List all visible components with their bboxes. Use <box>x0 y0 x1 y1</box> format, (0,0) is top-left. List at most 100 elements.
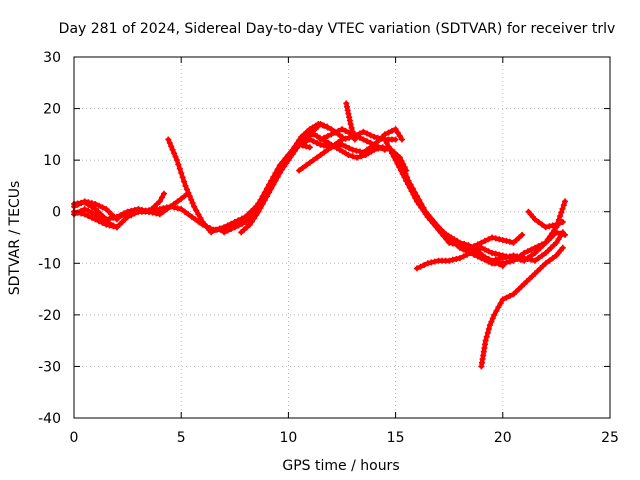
data-point <box>485 236 492 243</box>
data-point <box>484 329 491 336</box>
data-point <box>367 132 374 139</box>
data-point <box>283 155 290 162</box>
data-point <box>348 124 355 131</box>
data-point <box>506 238 513 245</box>
data-point <box>383 140 390 146</box>
data-point <box>306 144 313 151</box>
data-point <box>185 189 192 196</box>
data-point <box>358 153 365 160</box>
data-point <box>324 146 331 153</box>
data-point <box>364 138 370 145</box>
data-point <box>255 201 262 207</box>
data-point <box>324 133 331 140</box>
data-point <box>519 231 526 238</box>
data-point <box>546 257 553 264</box>
data-point <box>195 211 202 218</box>
data-point <box>176 165 183 172</box>
data-point <box>331 141 338 148</box>
data-point <box>524 255 531 262</box>
data-point <box>171 150 178 157</box>
data-point <box>349 128 356 135</box>
data-point <box>314 140 320 146</box>
data-point <box>224 227 231 234</box>
data-point <box>175 161 182 168</box>
data-point <box>385 143 392 150</box>
data-point <box>474 246 481 253</box>
series-track-21 <box>467 229 568 267</box>
data-point <box>549 222 556 229</box>
data-point <box>88 214 95 221</box>
data-point <box>346 145 353 152</box>
data-point <box>558 209 565 216</box>
data-point <box>315 121 322 127</box>
data-point <box>539 221 546 228</box>
data-point <box>446 257 453 264</box>
data-point <box>296 167 303 174</box>
data-point <box>428 215 435 222</box>
data-point <box>92 201 99 207</box>
data-point <box>394 129 401 136</box>
data-point <box>88 209 95 216</box>
data-point <box>421 262 428 268</box>
data-point <box>88 200 95 207</box>
data-point <box>557 213 564 220</box>
data-point <box>178 206 185 213</box>
data-point <box>424 260 431 267</box>
data-point <box>179 174 186 181</box>
data-point <box>156 198 163 205</box>
series-track-20 <box>467 231 526 251</box>
data-point <box>493 308 500 314</box>
data-point <box>257 197 264 204</box>
data-point <box>156 211 163 218</box>
data-point <box>208 229 215 236</box>
data-point <box>113 213 120 220</box>
data-point <box>279 161 285 168</box>
data-point <box>328 144 335 151</box>
data-point <box>182 182 189 189</box>
data-point <box>212 226 219 233</box>
data-point <box>485 326 492 332</box>
data-point <box>510 257 517 264</box>
data-point <box>398 160 405 167</box>
data-point <box>559 205 566 212</box>
data-point <box>314 154 320 161</box>
chart-title: Day 281 of 2024, Sidereal Day-to-day VTE… <box>59 21 616 37</box>
data-point <box>481 237 488 244</box>
data-point <box>559 219 566 225</box>
data-point <box>467 250 474 256</box>
data-point <box>499 260 506 267</box>
y-tick-label: 30 <box>43 50 61 66</box>
data-point <box>481 246 488 253</box>
data-point <box>166 140 173 146</box>
data-point <box>350 132 357 139</box>
data-point <box>535 255 542 262</box>
data-point <box>436 225 443 232</box>
data-point <box>471 243 478 250</box>
data-point <box>385 129 392 136</box>
data-point <box>303 162 310 169</box>
data-point <box>339 126 345 133</box>
data-point <box>417 263 424 270</box>
data-point <box>181 208 188 215</box>
x-axis-label: GPS time / hours <box>282 458 399 474</box>
data-point <box>306 159 313 166</box>
data-point <box>360 128 367 135</box>
data-point <box>474 241 481 248</box>
data-point <box>178 170 185 176</box>
data-point <box>319 122 326 129</box>
data-point <box>103 219 110 225</box>
data-point <box>81 211 88 218</box>
y-tick-label: -40 <box>38 411 61 427</box>
data-point <box>404 174 410 181</box>
data-point <box>389 127 395 134</box>
data-point <box>453 256 460 262</box>
data-point <box>401 167 408 174</box>
data-point <box>371 133 378 140</box>
data-point <box>238 220 245 227</box>
data-point <box>364 146 370 153</box>
data-point <box>228 225 235 232</box>
data-point <box>299 140 306 146</box>
x-axis-ticks: 0 5 10 15 20 25 <box>70 57 619 446</box>
data-point <box>267 181 274 188</box>
data-point <box>420 204 427 211</box>
